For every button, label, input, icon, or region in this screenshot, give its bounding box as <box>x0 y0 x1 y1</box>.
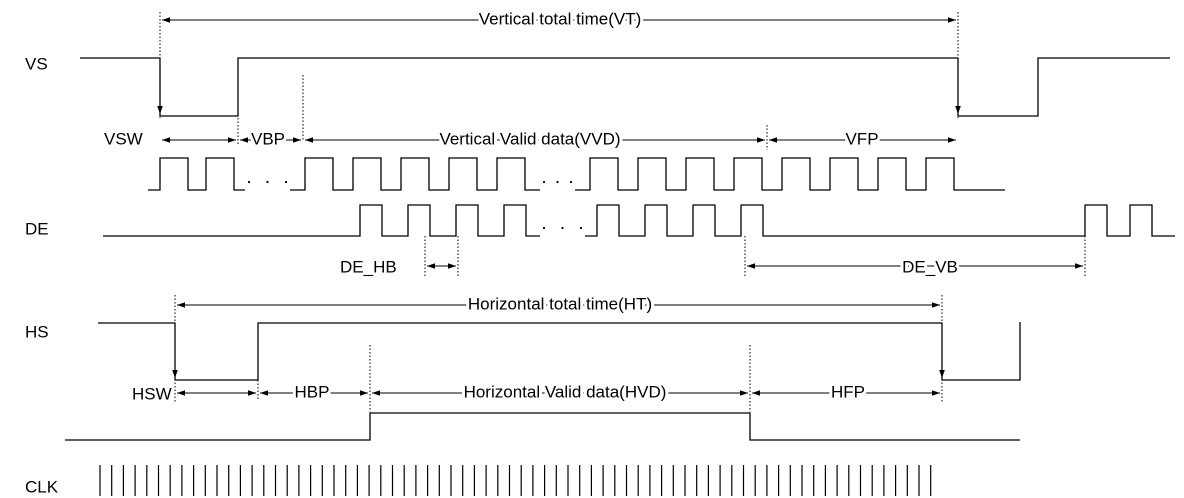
pulse-wave <box>148 157 1005 191</box>
annotation: VBP <box>251 129 285 148</box>
annotation: HBP <box>295 382 330 401</box>
annotation: Vertical total time(VT) <box>479 9 642 28</box>
vs-wave <box>80 57 1170 117</box>
signal-label: VS <box>25 54 48 73</box>
signal-label: DE <box>25 219 49 238</box>
ellipsis-dot <box>247 180 251 184</box>
hs-wave <box>98 322 1021 381</box>
ellipsis-dot <box>556 180 559 184</box>
ellipsis-dot <box>284 180 288 184</box>
annotation: VSW <box>104 129 143 148</box>
hvd-wave <box>65 412 1020 441</box>
ellipsis-dot <box>542 180 546 184</box>
ellipsis-dot <box>579 226 583 230</box>
signal-label: HS <box>25 322 49 341</box>
ellipsis-dot <box>542 226 546 230</box>
annotation: DE_VB <box>902 257 958 276</box>
waveforms <box>65 12 1175 496</box>
annotation: HFP <box>831 382 865 401</box>
signal-label: CLK <box>25 477 59 496</box>
annotation: Vertical Valid data(VVD) <box>439 129 620 148</box>
annotation: HSW <box>132 384 172 403</box>
annotation: VFP <box>845 129 878 148</box>
ellipsis-dot <box>561 226 564 230</box>
pulse-wave <box>103 204 1175 237</box>
annotation: DE_HB <box>340 257 397 276</box>
ellipsis-dot <box>266 180 269 184</box>
annotation: Horizontal total time(HT) <box>468 294 652 313</box>
annotation: Horizontal Valid data(HVD) <box>464 382 667 401</box>
ellipsis-dot <box>569 180 573 184</box>
